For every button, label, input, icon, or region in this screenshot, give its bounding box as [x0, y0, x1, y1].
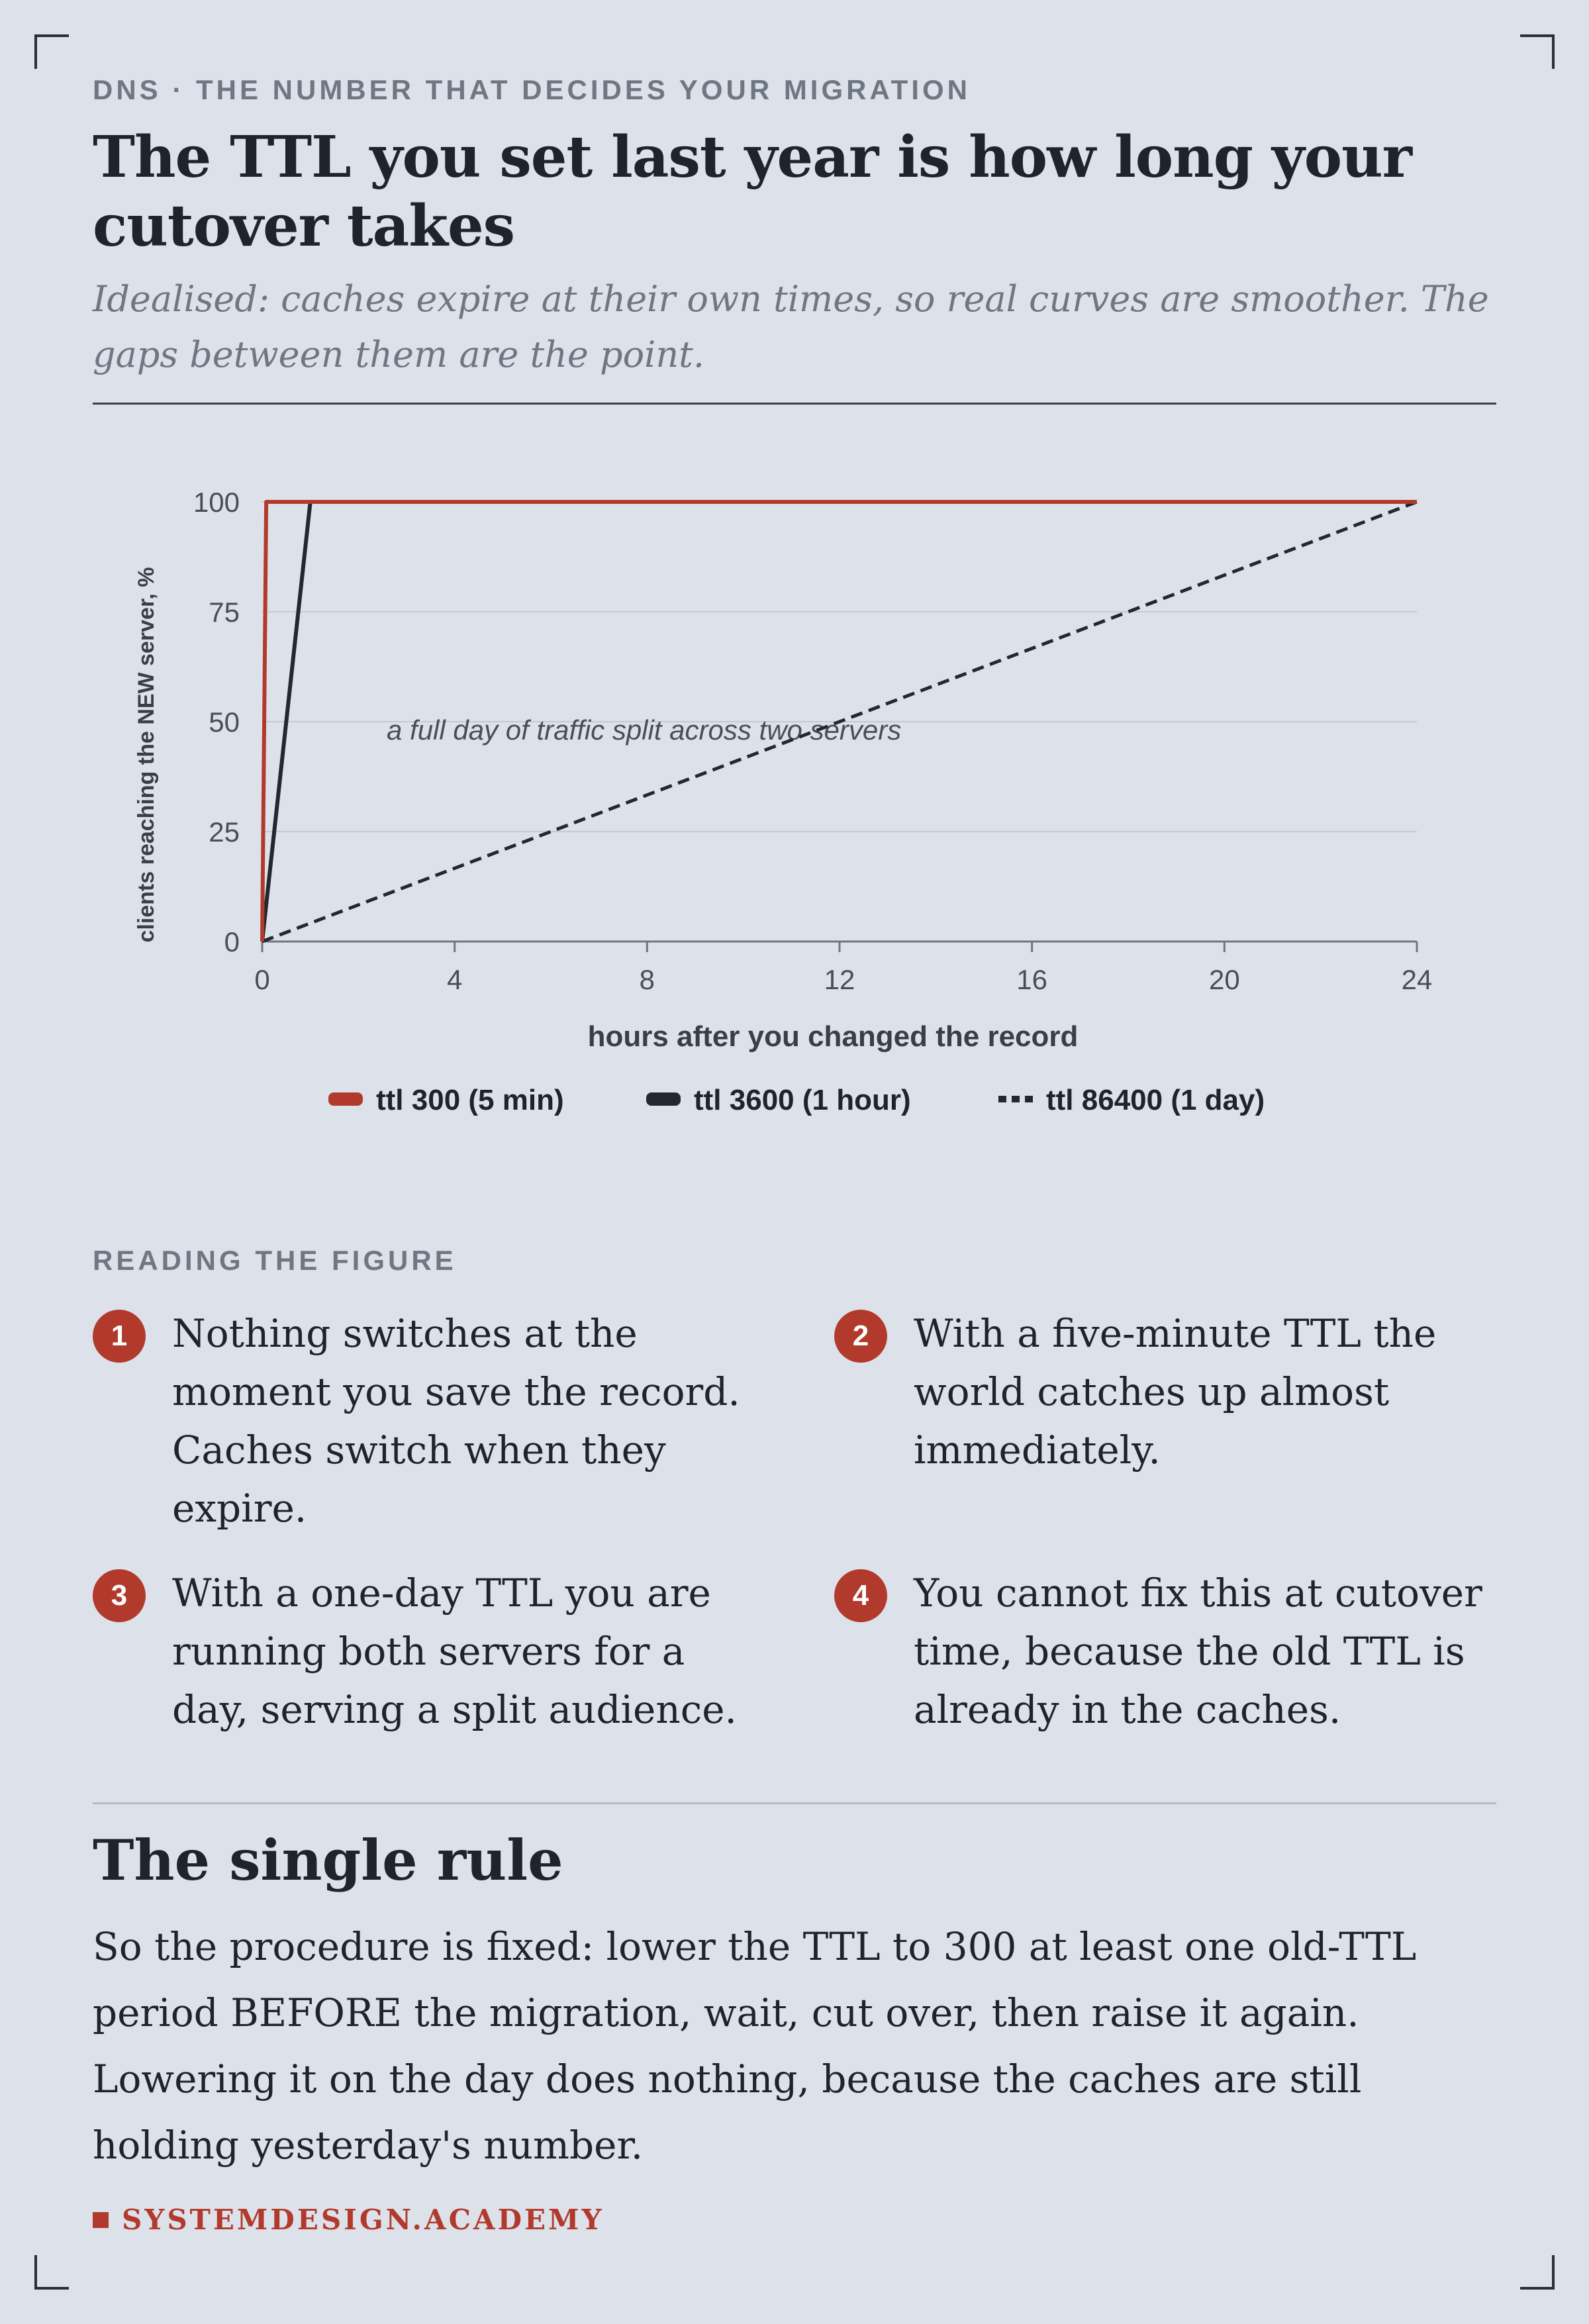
rule-heading: The single rule	[93, 1827, 563, 1893]
note-text: With a five-minute TTL the world catches…	[914, 1311, 1437, 1473]
y-tick-label: 25	[209, 816, 240, 847]
y-axis-title: clients reaching the NEW server, %	[134, 567, 159, 943]
note-text: Nothing switches at the moment you save …	[172, 1311, 740, 1531]
note-text: With a one-day TTL you are running both …	[172, 1571, 737, 1732]
x-tick-label: 0	[254, 964, 269, 995]
y-tick-label: 100	[193, 487, 240, 518]
note-number-badge: 1	[93, 1310, 146, 1363]
corner-mark-top-right	[1520, 34, 1555, 69]
page-subtitle: Idealised: caches expire at their own ti…	[93, 278, 1489, 375]
page-title: The TTL you set last year is how long yo…	[93, 124, 1412, 260]
section-divider	[93, 1802, 1496, 1804]
corner-mark-bottom-left	[34, 2255, 69, 2290]
rule-body: So the procedure is fixed: lower the TTL…	[93, 1924, 1417, 2168]
legend-swatch-1	[328, 1092, 363, 1106]
series-line-1	[260, 500, 1417, 942]
x-tick-label: 20	[1209, 964, 1240, 995]
legend-label-2: ttl 3600 (1 hour)	[694, 1084, 911, 1116]
footer-brand: SYSTEMDESIGN.ACADEMY	[93, 2203, 604, 2236]
eyebrow: DNS · THE NUMBER THAT DECIDES YOUR MIGRA…	[93, 74, 971, 105]
reading-label: READING THE FIGURE	[93, 1245, 457, 1276]
corner-mark-bottom-right	[1520, 2255, 1555, 2290]
x-tick-label: 16	[1016, 964, 1047, 995]
ttl-line-chart: 0 25 50 75 100 0 4 8 12 16 20 24 hours after you cha…	[134, 487, 1433, 1116]
note-number-badge: 4	[834, 1569, 887, 1622]
x-tick-label: 12	[824, 964, 855, 995]
legend-label-1: ttl 300 (5 min)	[376, 1084, 564, 1116]
x-tick-label: 4	[447, 964, 462, 995]
note-number-badge: 2	[834, 1310, 887, 1363]
x-tick-label: 24	[1402, 964, 1433, 995]
header-divider	[93, 403, 1496, 405]
y-tick-label: 50	[209, 706, 240, 738]
legend-label-3: ttl 86400 (1 day)	[1046, 1084, 1265, 1116]
brand-text: SYSTEMDESIGN.ACADEMY	[122, 2203, 604, 2236]
note-number-badge: 3	[93, 1569, 146, 1622]
legend-swatch-2	[646, 1092, 681, 1106]
corner-mark-top-left	[34, 34, 69, 69]
note-text: You cannot fix this at cutover time, bec…	[914, 1571, 1482, 1732]
x-axis-title: hours after you changed the record	[588, 1020, 1079, 1053]
y-tick-label: 75	[209, 597, 240, 628]
chart-annotation: a full day of traffic split across two s…	[387, 714, 901, 746]
x-tick-label: 8	[640, 964, 655, 995]
brand-square-icon	[93, 2212, 109, 2228]
y-tick-label: 0	[224, 926, 240, 957]
series-line-3	[262, 500, 1418, 944]
